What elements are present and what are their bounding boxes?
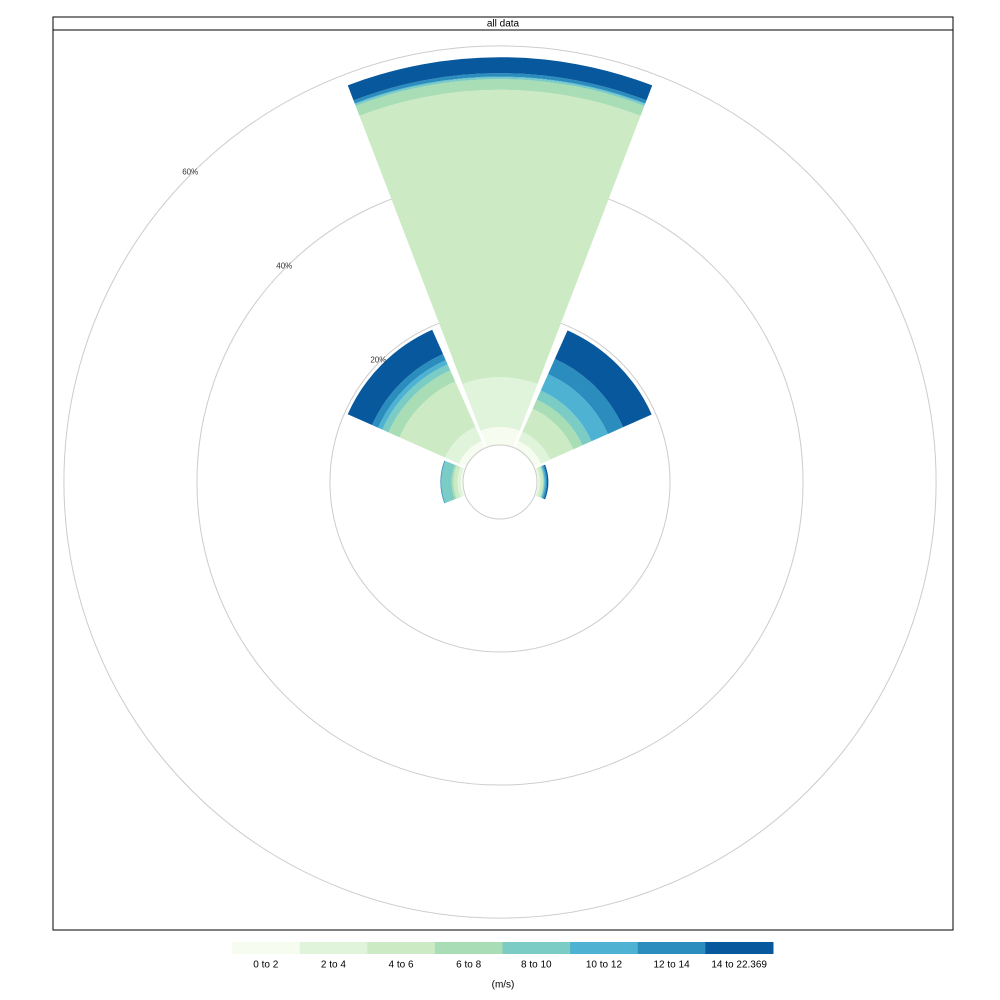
legend-label: 4 to 6	[389, 960, 414, 971]
wedge	[518, 431, 551, 464]
wedge	[535, 467, 541, 497]
wedge	[440, 460, 445, 504]
wedge	[458, 440, 485, 467]
wedge	[537, 466, 543, 498]
legend-label: 2 to 4	[321, 960, 346, 971]
grid-circle	[63, 45, 937, 919]
wedge	[462, 377, 538, 431]
wedge	[355, 79, 645, 116]
legend: 0 to 2 2 to 4 4 to 6 6 to 8 8 to 10 10 to 12 1…	[232, 942, 774, 971]
wedge	[480, 427, 520, 448]
wedge	[382, 364, 451, 433]
wedge	[372, 354, 446, 428]
wedge	[541, 465, 546, 499]
legend-swatch	[299, 942, 368, 954]
wedge	[515, 497, 534, 516]
r-tick-label: 40%	[276, 261, 292, 270]
wedge	[466, 497, 485, 516]
wedge	[461, 468, 466, 496]
wedge	[453, 465, 461, 499]
wedge	[457, 466, 464, 498]
legend-swatch	[367, 942, 436, 954]
wedge	[451, 464, 457, 500]
wedge	[354, 77, 646, 106]
wedge	[515, 497, 534, 516]
legend-label: 8 to 10	[521, 960, 552, 971]
legend-title: (m/s)	[492, 980, 515, 991]
wedge	[347, 57, 653, 101]
legend-swatch	[637, 942, 706, 954]
wedge	[554, 330, 652, 428]
chart-title: all data	[487, 19, 520, 30]
wedge	[353, 73, 647, 104]
wedge	[466, 497, 485, 516]
wedge	[515, 497, 534, 516]
legend-label: 10 to 12	[586, 960, 623, 971]
wedge	[540, 374, 608, 442]
legend-swatch	[502, 942, 571, 954]
wedge	[399, 381, 476, 458]
wedge	[388, 370, 456, 438]
legend-label: 14 to 22.369	[711, 960, 767, 971]
wedge	[548, 358, 624, 434]
strip	[52, 16, 954, 31]
wedge	[466, 497, 485, 516]
r-tick-label: 20%	[370, 355, 386, 364]
wedge	[515, 497, 534, 516]
wedge	[536, 390, 592, 446]
wedge	[515, 497, 534, 516]
wedge	[441, 460, 446, 504]
wedge	[515, 497, 534, 516]
wedge	[466, 497, 485, 516]
legend-label: 12 to 14	[653, 960, 690, 971]
wedge	[466, 497, 485, 516]
r-tick-label: 60%	[182, 167, 198, 176]
center-circle	[462, 444, 538, 520]
legend-swatch	[232, 942, 301, 954]
wedge	[543, 464, 549, 500]
wedge	[534, 468, 539, 496]
wedge	[378, 360, 448, 430]
wedge	[515, 497, 534, 516]
wedges	[347, 57, 653, 519]
wedge	[444, 426, 482, 464]
wedge	[466, 497, 485, 516]
wedge	[466, 497, 485, 516]
wedge	[347, 329, 444, 426]
wedge	[532, 399, 583, 450]
legend-swatch	[434, 942, 503, 954]
tick-labels: 20% 40% 60%	[182, 167, 386, 364]
wedge	[522, 408, 574, 460]
wedge	[540, 466, 545, 498]
wedge	[540, 466, 544, 498]
wedge	[515, 497, 534, 516]
legend-label: 0 to 2	[253, 960, 278, 971]
wedge	[441, 461, 455, 503]
wedge	[515, 440, 542, 467]
wedge	[354, 76, 646, 105]
legend-swatch	[705, 942, 774, 954]
wedge	[542, 465, 547, 499]
legend-swatch	[570, 942, 639, 954]
wedge	[359, 89, 641, 385]
legend-label: 6 to 8	[456, 960, 481, 971]
wedge	[466, 497, 485, 516]
